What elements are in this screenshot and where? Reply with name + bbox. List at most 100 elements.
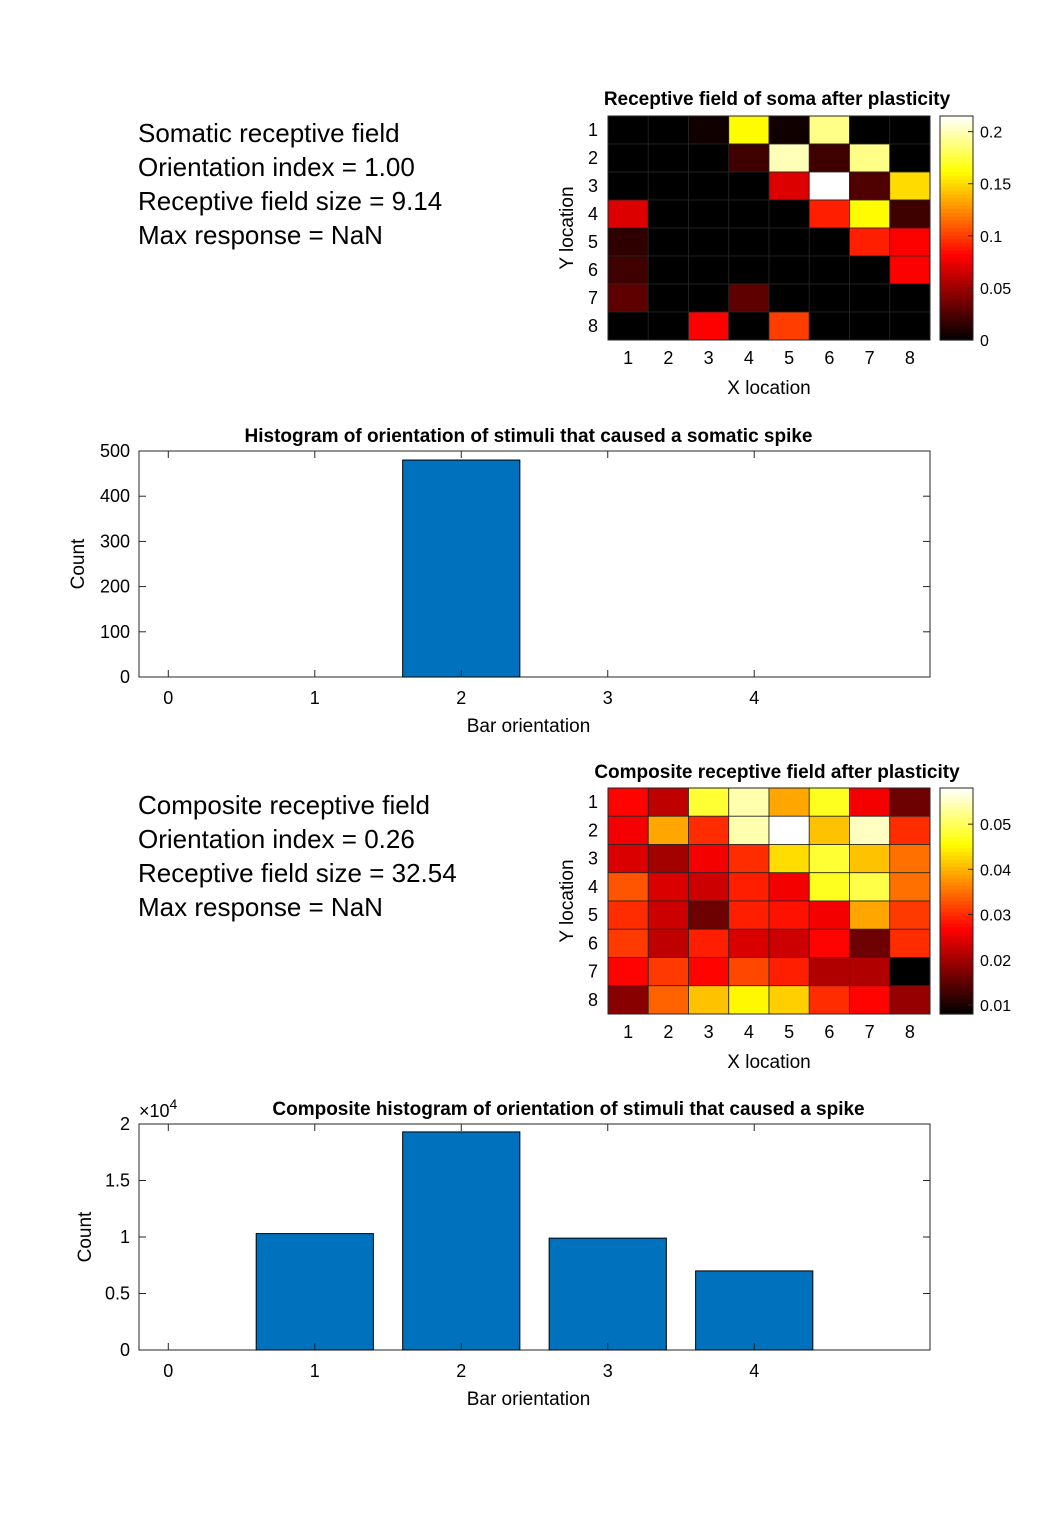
- composite_rf-cell: [647, 872, 689, 902]
- composite_hist-x-tick-label: 1: [310, 1361, 320, 1381]
- composite_rf-x-tick-label: 8: [905, 1022, 915, 1042]
- composite_rf-colorbar-segment: [940, 919, 973, 925]
- composite_rf-cell: [808, 900, 850, 930]
- composite_rf-cell: [607, 815, 649, 845]
- soma_rf-cell: [607, 115, 649, 145]
- composite_rf-cell: [728, 815, 770, 845]
- soma_rf-colorbar-segment: [940, 134, 973, 139]
- composite_rf-colorbar-segment: [940, 931, 973, 936]
- composite_rf-colorbar-segment: [940, 870, 973, 876]
- composite_rf-x-tick-label: 1: [623, 1022, 633, 1042]
- soma_rf-cell: [647, 227, 689, 257]
- soma_rf-colorbar-segment: [940, 265, 973, 270]
- soma_hist-axes-box: [138, 450, 931, 678]
- composite_rf-x-tick-label: 4: [744, 1022, 754, 1042]
- soma_rf-cell: [849, 227, 891, 257]
- composite_rf-cell: [889, 957, 931, 987]
- soma_rf-y-tick-label: 6: [588, 260, 598, 280]
- soma_rf-cell: [849, 283, 891, 313]
- composite_rf-cell: [688, 815, 730, 845]
- soma_rf-x-tick-label: 1: [623, 348, 633, 368]
- soma_rf-colorbar-segment: [940, 246, 973, 251]
- composite_rf-cell: [808, 872, 850, 902]
- composite_hist-ylabel: Count: [75, 1211, 96, 1262]
- composite_rf-cell: [768, 985, 810, 1015]
- composite_rf-colorbar-segment: [940, 867, 973, 872]
- soma_rf-cell: [849, 255, 891, 285]
- soma_rf-colorbar-segment: [940, 284, 973, 289]
- composite_rf-colorbar-segment: [940, 803, 973, 808]
- composite_rf-cell: [728, 928, 770, 958]
- soma_rf-cell: [728, 143, 770, 173]
- composite_rf-colorbar-segment: [940, 829, 973, 834]
- composite_rf-colorbar-segment: [940, 1006, 973, 1011]
- soma_hist-x-tick-label: 0: [163, 688, 173, 708]
- soma_rf-colorbar-segment: [940, 149, 973, 154]
- soma_rf-cell: [647, 311, 689, 341]
- composite_rf-cell: [849, 844, 891, 874]
- composite_rf-cell: [728, 900, 770, 930]
- composite_rf-cell: [889, 872, 931, 902]
- composite_rf-ylabel: Y location: [557, 859, 578, 942]
- soma_rf-cell: [607, 255, 649, 285]
- composite_rf-colorbar-segment: [940, 882, 973, 887]
- soma_rf-cell: [688, 255, 730, 285]
- composite_rf-cell: [607, 787, 649, 817]
- soma_rf-cell: [889, 283, 931, 313]
- soma_rf-colorbar-segment: [940, 198, 973, 203]
- soma_rf-cell: [889, 115, 931, 145]
- soma_rf-xlabel: X location: [727, 378, 810, 399]
- soma_rf-colorbar-segment: [940, 306, 973, 311]
- soma_rf-cell: [647, 283, 689, 313]
- soma_hist-bar: [402, 459, 521, 678]
- composite_rf-y-tick-label: 1: [588, 792, 598, 812]
- soma_rf-colorbar-segment: [940, 164, 973, 169]
- composite_rf-colorbar-segment: [940, 923, 973, 928]
- soma_rf-colorbar-segment: [940, 291, 973, 296]
- soma_rf-cell: [728, 227, 770, 257]
- composite_rf-cell: [768, 900, 810, 930]
- soma_rf-colorbar-segment: [940, 116, 973, 121]
- composite_rf-cell: [647, 928, 689, 958]
- soma_rf-cell: [647, 143, 689, 173]
- composite_rf-colorbar-segment: [940, 972, 973, 977]
- composite_rf-colorbar-segment: [940, 806, 973, 812]
- soma_rf-cell: [728, 283, 770, 313]
- composite_rf-y-tick-label: 6: [588, 933, 598, 953]
- composite_rf-colorbar-segment: [940, 799, 973, 804]
- composite_hist-bar: [255, 1233, 374, 1351]
- composite_rf-colorbar-segment: [940, 927, 973, 932]
- composite_hist-title: Composite histogram of orientation of st…: [272, 1099, 864, 1120]
- composite_rf-cell: [889, 844, 931, 874]
- soma_rf-colorbar-tick-label: 0: [980, 333, 989, 350]
- soma_rf-colorbar-segment: [940, 254, 973, 259]
- soma_rf-colorbar-segment: [940, 130, 973, 136]
- soma_rf-colorbar-segment: [940, 186, 973, 192]
- composite_rf-colorbar-segment: [940, 848, 973, 853]
- composite_rf-colorbar-segment: [940, 991, 973, 996]
- soma_rf-cell: [688, 283, 730, 313]
- soma_rf-x-tick-label: 5: [784, 348, 794, 368]
- somatic-info-block: Somatic receptive field Orientation inde…: [138, 116, 442, 252]
- composite_rf-cell: [849, 872, 891, 902]
- soma_rf-cell: [889, 171, 931, 201]
- soma_rf-colorbar-segment: [940, 157, 973, 162]
- soma_rf-colorbar-segment: [940, 328, 973, 334]
- composite_hist-x-tick-label: 4: [749, 1361, 759, 1381]
- composite_rf-cell: [849, 787, 891, 817]
- soma_rf-colorbar-segment: [940, 201, 973, 207]
- soma_rf-cell: [647, 199, 689, 229]
- soma_rf-colorbar-segment: [940, 119, 973, 125]
- composite_rf-colorbar-segment: [940, 859, 973, 864]
- composite_rf-colorbar-segment: [940, 916, 973, 921]
- composite_rf-cell: [688, 872, 730, 902]
- composite_rf-colorbar-segment: [940, 904, 973, 910]
- composite_rf-axes-box: [607, 787, 931, 1015]
- composite_rf-cell: [647, 844, 689, 874]
- composite_rf-colorbar-segment: [940, 987, 973, 992]
- composite_rf-cell: [768, 957, 810, 987]
- composite_rf-cell: [889, 787, 931, 817]
- soma_rf-colorbar-segment: [940, 209, 973, 214]
- soma_rf-cell: [849, 143, 891, 173]
